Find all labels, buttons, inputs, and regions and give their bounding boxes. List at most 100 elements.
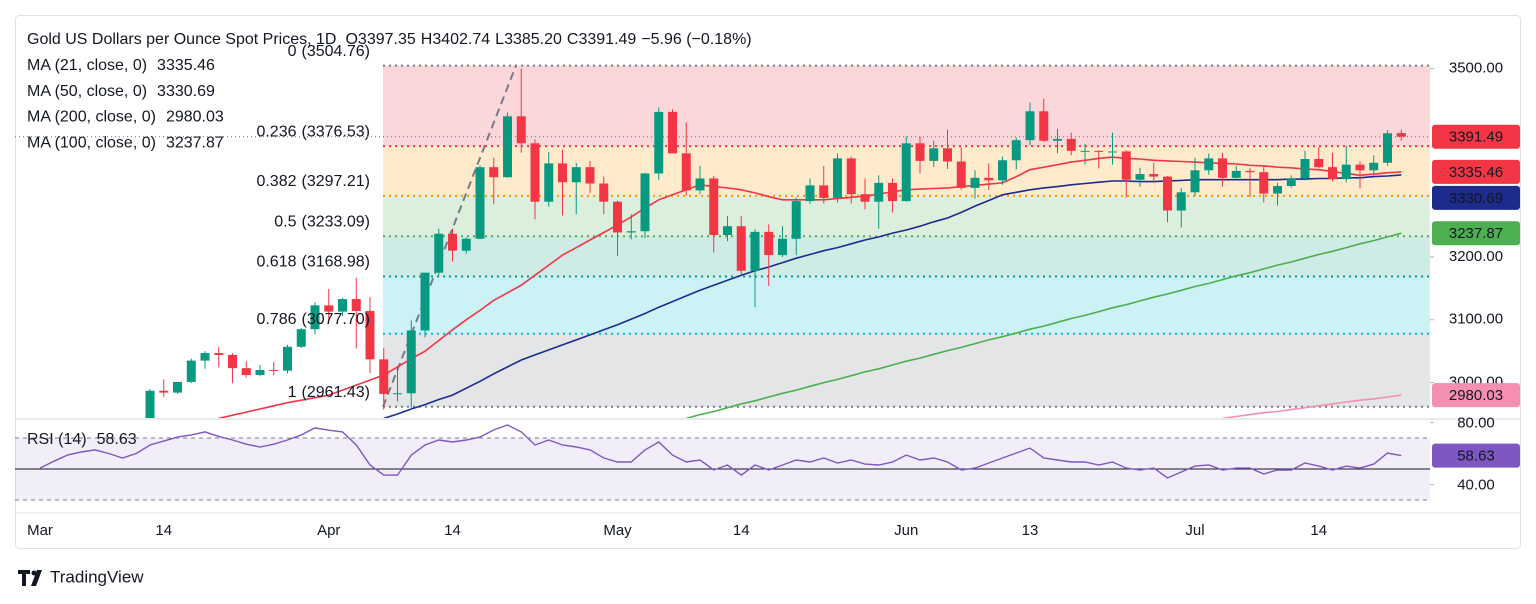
ma-line xyxy=(1222,394,1402,418)
chart-title: Gold US Dollars per Ounce Spot Prices, 1… xyxy=(27,31,336,48)
brand-name: TradingView xyxy=(50,567,144,586)
candle-body xyxy=(819,185,829,198)
candle-body xyxy=(1121,151,1131,180)
candle-body xyxy=(833,158,842,198)
candle-body xyxy=(214,353,224,355)
candle-body xyxy=(1286,178,1296,187)
price-label: 3391.49 xyxy=(1449,129,1503,146)
candle-body xyxy=(778,238,787,256)
rsi-name: RSI (14) xyxy=(27,431,87,448)
candle-body xyxy=(1039,111,1049,141)
candle-body xyxy=(736,226,746,271)
candle-body xyxy=(420,272,430,331)
fib-ratio-label: 0.236 xyxy=(256,123,296,140)
ohlc-value: 3385.20 xyxy=(504,31,562,48)
candle-body xyxy=(585,167,595,184)
candle-body xyxy=(1011,140,1021,161)
candle-body xyxy=(406,330,416,394)
candle-body xyxy=(764,231,774,256)
candle-body xyxy=(571,167,581,183)
price-label-box xyxy=(1432,221,1520,246)
candle-body xyxy=(1245,170,1255,173)
legend-value: 3335.46 xyxy=(157,57,215,74)
legend-value: 3237.87 xyxy=(166,134,224,151)
candle-body xyxy=(241,368,251,376)
fib-ratio-label: 0.618 xyxy=(256,254,296,271)
candle-body xyxy=(805,185,815,202)
price-label-box xyxy=(1432,383,1520,408)
candle-body xyxy=(929,148,939,161)
rsi-y-tick-label: 40.00 xyxy=(1457,477,1495,494)
candle-body xyxy=(1163,176,1172,211)
y-tick-label: 3500.00 xyxy=(1449,60,1503,77)
candle-body xyxy=(1094,150,1104,152)
rsi-pane xyxy=(15,424,1430,501)
fib-value-label: (2961.43) xyxy=(302,384,371,401)
legend-name: MA (100, close, 0) xyxy=(27,134,156,151)
x-tick-label: 13 xyxy=(1022,522,1039,539)
candle-body xyxy=(901,143,911,202)
candle-body xyxy=(888,182,897,202)
price-label-box xyxy=(1432,124,1520,149)
fib-value-label: (3233.09) xyxy=(302,213,371,230)
candle-body xyxy=(984,177,994,181)
candle-body xyxy=(1025,111,1035,141)
price-label-box xyxy=(1432,159,1520,184)
candle-body xyxy=(544,163,554,202)
ohlc-value: 3402.74 xyxy=(432,31,490,48)
candle-body xyxy=(1396,133,1406,137)
ohlc-key: O xyxy=(345,31,357,48)
candle-body xyxy=(269,370,279,372)
candle-body xyxy=(489,167,499,178)
legend-name: MA (200, close, 0) xyxy=(27,109,156,126)
candle-body xyxy=(1053,138,1062,141)
candle-body xyxy=(1149,174,1159,177)
candle-body xyxy=(640,173,650,232)
x-tick-label: 14 xyxy=(155,522,172,539)
candle-body xyxy=(228,354,237,369)
fib-value-label: (3297.21) xyxy=(302,173,371,190)
legend-name: MA (50, close, 0) xyxy=(27,83,147,100)
legend-name: MA (21, close, 0) xyxy=(27,57,147,74)
candle-body xyxy=(503,116,512,178)
candle-body xyxy=(351,299,361,311)
candle-body xyxy=(186,360,196,382)
rsi-legend-value: 58.63 xyxy=(97,431,137,448)
candle-body xyxy=(874,182,884,202)
candle-body xyxy=(324,305,334,312)
candle-body xyxy=(1218,158,1227,178)
candle-body xyxy=(365,310,375,360)
candle-body xyxy=(750,231,760,271)
price-label: 3335.46 xyxy=(1449,164,1503,181)
plot-area xyxy=(145,64,1430,418)
ma-line xyxy=(383,174,1402,418)
chart-frame xyxy=(15,15,1521,549)
candle-body xyxy=(681,153,691,191)
rsi-line xyxy=(39,424,1402,479)
candle-body xyxy=(846,158,856,195)
candle-body xyxy=(915,143,925,161)
x-tick-label: 14 xyxy=(444,522,461,539)
candle-body xyxy=(1273,186,1282,194)
x-tick-label: Jul xyxy=(1185,522,1204,539)
candle-body xyxy=(1231,170,1241,178)
candle-body xyxy=(516,116,526,144)
x-tick-label: Mar xyxy=(27,522,53,539)
fib-value-label: (3504.76) xyxy=(302,43,371,60)
fib-value-label: (3077.70) xyxy=(302,311,371,328)
price-label: 2980.03 xyxy=(1449,387,1503,404)
rsi-y-tick-label: 80.00 xyxy=(1457,414,1495,431)
ohlc-key: L xyxy=(495,31,504,48)
candle-body xyxy=(1355,164,1365,171)
candle-body xyxy=(695,178,705,191)
candle-body xyxy=(599,183,609,202)
candle-body xyxy=(283,346,292,371)
candle-body xyxy=(1190,170,1200,193)
x-tick-label: May xyxy=(603,522,632,539)
fib-value-label: (3376.53) xyxy=(302,123,371,140)
legend-value: 2980.03 xyxy=(166,109,224,126)
x-tick-label: 14 xyxy=(1310,522,1327,539)
fib-ratio-label: 0.786 xyxy=(256,311,296,328)
ohlc-key: C xyxy=(567,31,579,48)
fib-ratio-label: 0.382 xyxy=(256,173,296,190)
